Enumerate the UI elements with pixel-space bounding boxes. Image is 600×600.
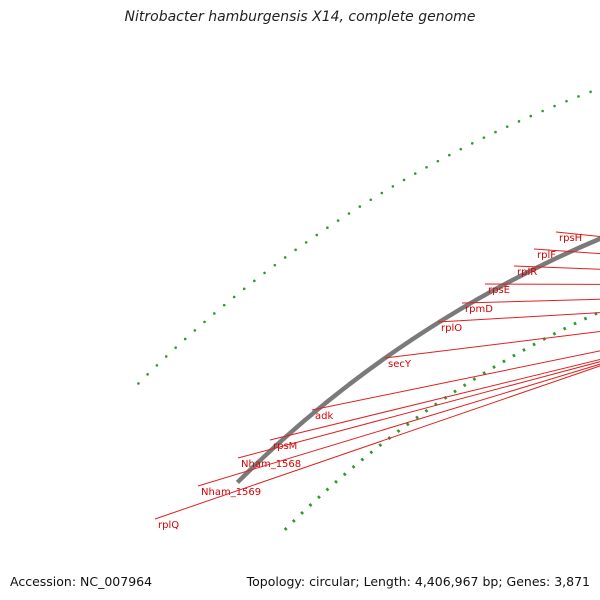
ruler-dot <box>494 130 497 134</box>
gene-label-line <box>197 363 600 487</box>
ruler-dot <box>183 337 187 341</box>
gene-label: rpsH <box>559 233 582 244</box>
ruler-dot <box>242 287 246 291</box>
ruler-dot <box>283 256 287 259</box>
gene-label: rplF <box>537 250 556 261</box>
ruler-dot <box>448 153 451 157</box>
ruler-dot <box>565 99 568 103</box>
ruler-dot <box>553 104 556 108</box>
ruler-dot <box>213 312 216 315</box>
ruler-dot <box>146 373 149 376</box>
ruler-dot <box>413 172 417 175</box>
ruler-dot <box>482 136 486 139</box>
ruler-dot <box>402 178 406 182</box>
ruler-dot <box>137 382 140 385</box>
ruler-dot <box>273 263 277 267</box>
gene-label: rplO <box>441 323 462 334</box>
ruler-dot <box>589 90 592 94</box>
ruler-dot <box>369 198 373 202</box>
gene-label: rplR <box>517 267 537 278</box>
ruler-dot <box>391 185 395 188</box>
ruler-dots <box>137 90 592 385</box>
ruler-dot <box>174 346 177 349</box>
ruler-dot <box>347 212 351 215</box>
gene-label-line <box>311 350 600 411</box>
gene-label: rpsE <box>488 285 510 296</box>
ruler-dot <box>155 364 159 367</box>
ruler-dot <box>459 147 463 151</box>
ruler-dot <box>529 114 533 118</box>
gene-label-line <box>384 330 600 359</box>
ruler-dot <box>380 191 384 195</box>
ruler-dot <box>517 120 521 123</box>
ruler-dot <box>304 241 308 244</box>
genome-summary-text: Topology: circular; Length: 4,406,967 bp… <box>246 574 590 589</box>
genome-backbone <box>235 236 600 485</box>
ruler-dot <box>253 279 256 283</box>
gene-label-line <box>269 359 600 441</box>
ruler-dot <box>505 125 509 128</box>
ruler-dot <box>315 233 319 237</box>
ruler-dot <box>358 205 362 208</box>
ruler-dot <box>294 248 297 252</box>
ruler-dot <box>436 159 440 163</box>
ruler-dot <box>470 142 474 145</box>
ruler-dot <box>222 303 226 307</box>
ruler-dot <box>336 219 340 222</box>
ruler-dot <box>203 320 206 324</box>
map-title: Nitrobacter hamburgensis X14, complete g… <box>124 9 476 25</box>
ruler-dot <box>164 355 168 358</box>
gene-label: adk <box>315 411 333 422</box>
gene-label-line <box>437 312 600 323</box>
gene-label: Nham_1568 <box>241 459 301 470</box>
gene-label-line <box>461 298 600 304</box>
ruler-dot <box>193 329 197 332</box>
gene-label: secY <box>388 359 412 370</box>
ruler-dot <box>326 226 329 230</box>
gene-label: rpsM <box>273 441 297 452</box>
ruler-dot <box>577 95 580 98</box>
accession-text: Accession: NC_007964 <box>10 574 153 589</box>
gene-label: rpmD <box>465 304 493 315</box>
ruler-dot <box>232 295 236 299</box>
ruler-dot <box>425 165 428 169</box>
ruler-dot <box>263 271 266 275</box>
inner-dot-track <box>283 310 600 531</box>
gene-label-line <box>237 361 600 459</box>
gene-label: rplQ <box>158 520 179 531</box>
ruler-dot <box>541 109 544 113</box>
